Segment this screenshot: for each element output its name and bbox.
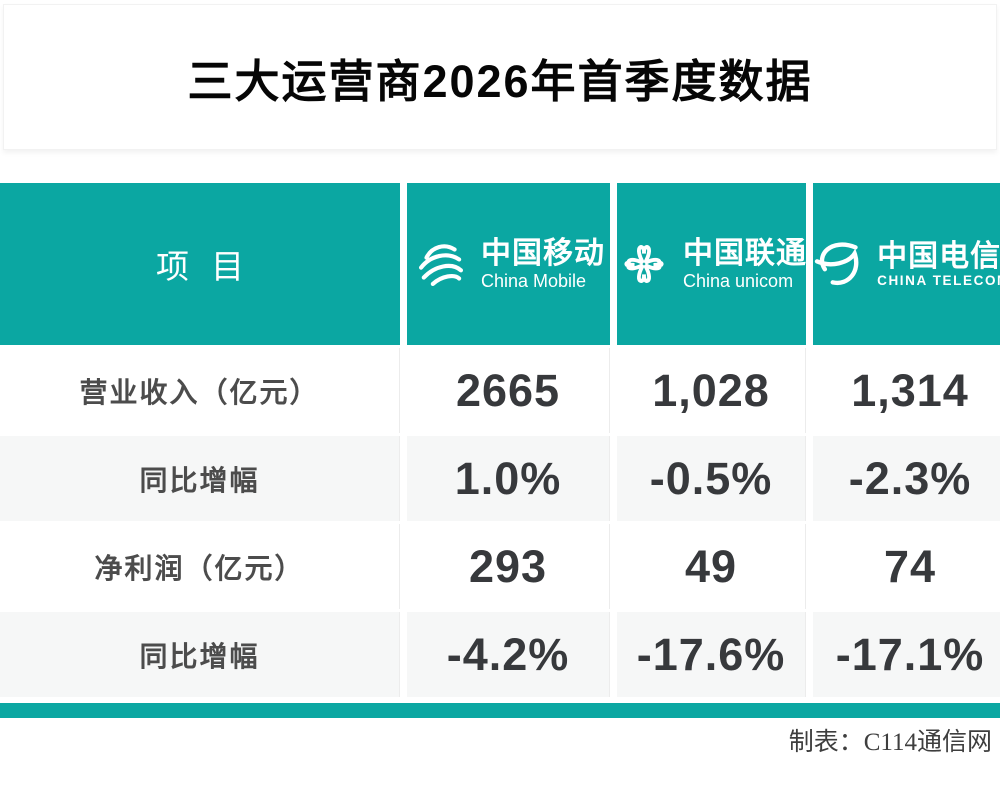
revenue-china-unicom: 1,028 xyxy=(617,348,806,433)
revenue-yoy-china-telecom: -2.3% xyxy=(813,436,1000,521)
column-header-china-mobile: 中国移动 China Mobile xyxy=(407,183,610,345)
table-row-revenue-yoy-label: 同比增幅 xyxy=(0,436,400,521)
china-unicom-logo-icon xyxy=(617,236,672,292)
table-row-revenue-label: 营业收入（亿元） xyxy=(0,348,400,433)
china-telecom-wordmark: 中国电信 CHINA TELECOM xyxy=(877,239,1000,289)
column-header-item-label: 项目 xyxy=(156,250,266,286)
net-profit-china-telecom: 74 xyxy=(813,524,1000,609)
revenue-china-telecom: 1,314 xyxy=(813,348,1000,433)
net-profit-china-unicom: 49 xyxy=(617,524,806,609)
net-profit-china-mobile: 293 xyxy=(407,524,610,609)
profit-yoy-china-mobile: -4.2% xyxy=(407,612,610,697)
china-unicom-wordmark: 中国联通 China unicom xyxy=(683,237,806,291)
column-header-item: 项目 xyxy=(0,183,400,345)
accent-bar xyxy=(0,703,1000,718)
table-row-net-profit-label: 净利润（亿元） xyxy=(0,524,400,609)
column-header-china-telecom: 中国电信 CHINA TELECOM xyxy=(813,183,1000,345)
china-mobile-logo-icon xyxy=(412,235,470,293)
source-credit: 制表：C114通信网 xyxy=(788,729,992,756)
revenue-yoy-china-unicom: -0.5% xyxy=(617,436,806,521)
column-header-china-unicom: 中国联通 China unicom xyxy=(617,183,806,345)
china-mobile-wordmark: 中国移动 China Mobile xyxy=(481,237,605,291)
profit-yoy-china-telecom: -17.1% xyxy=(813,612,1000,697)
profit-yoy-china-unicom: -17.6% xyxy=(617,612,806,697)
operators-table: 项目 中国移动 China Mobile xyxy=(0,183,1000,697)
title-card: 三大运营商2026年首季度数据 xyxy=(3,4,997,150)
revenue-china-mobile: 2665 xyxy=(407,348,610,433)
china-telecom-logo-icon xyxy=(813,236,866,292)
revenue-yoy-china-mobile: 1.0% xyxy=(407,436,610,521)
page-title: 三大运营商2026年首季度数据 xyxy=(187,55,813,107)
table-row-profit-yoy-label: 同比增幅 xyxy=(0,612,400,697)
